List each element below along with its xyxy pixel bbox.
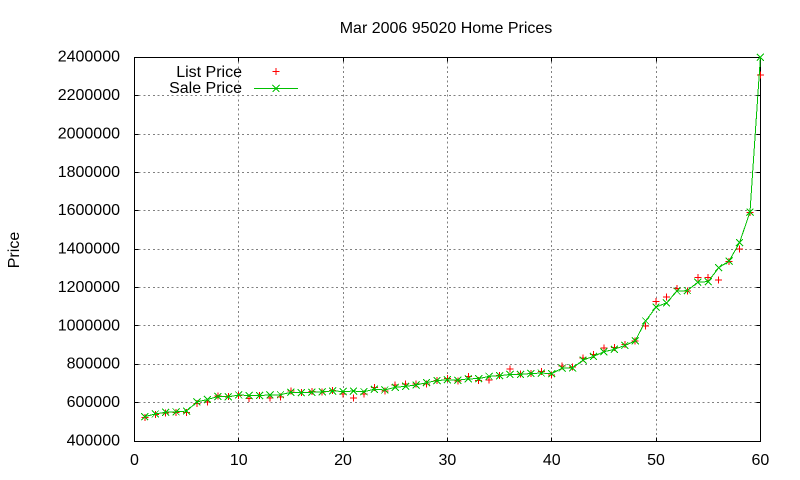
svg-text:40: 40 (543, 452, 561, 469)
svg-text:2200000: 2200000 (58, 87, 120, 104)
svg-text:0: 0 (130, 452, 139, 469)
svg-text:50: 50 (647, 452, 665, 469)
svg-text:1200000: 1200000 (58, 279, 120, 296)
svg-text:1600000: 1600000 (58, 202, 120, 219)
svg-text:2000000: 2000000 (58, 125, 120, 142)
svg-text:1400000: 1400000 (58, 241, 120, 258)
svg-text:20: 20 (334, 452, 352, 469)
svg-text:30: 30 (439, 452, 457, 469)
svg-text:400000: 400000 (67, 432, 120, 449)
svg-text:1800000: 1800000 (58, 164, 120, 181)
svg-text:1000000: 1000000 (58, 317, 120, 334)
svg-text:Price: Price (6, 232, 23, 269)
svg-text:Mar 2006 95020 Home Prices: Mar 2006 95020 Home Prices (340, 20, 553, 37)
svg-text:Sale Price: Sale Price (169, 80, 242, 97)
svg-text:800000: 800000 (67, 356, 120, 373)
svg-text:10: 10 (230, 452, 248, 469)
svg-text:2400000: 2400000 (58, 49, 120, 66)
svg-text:60: 60 (752, 452, 770, 469)
svg-text:600000: 600000 (67, 394, 120, 411)
svg-text:List Price: List Price (176, 64, 242, 81)
